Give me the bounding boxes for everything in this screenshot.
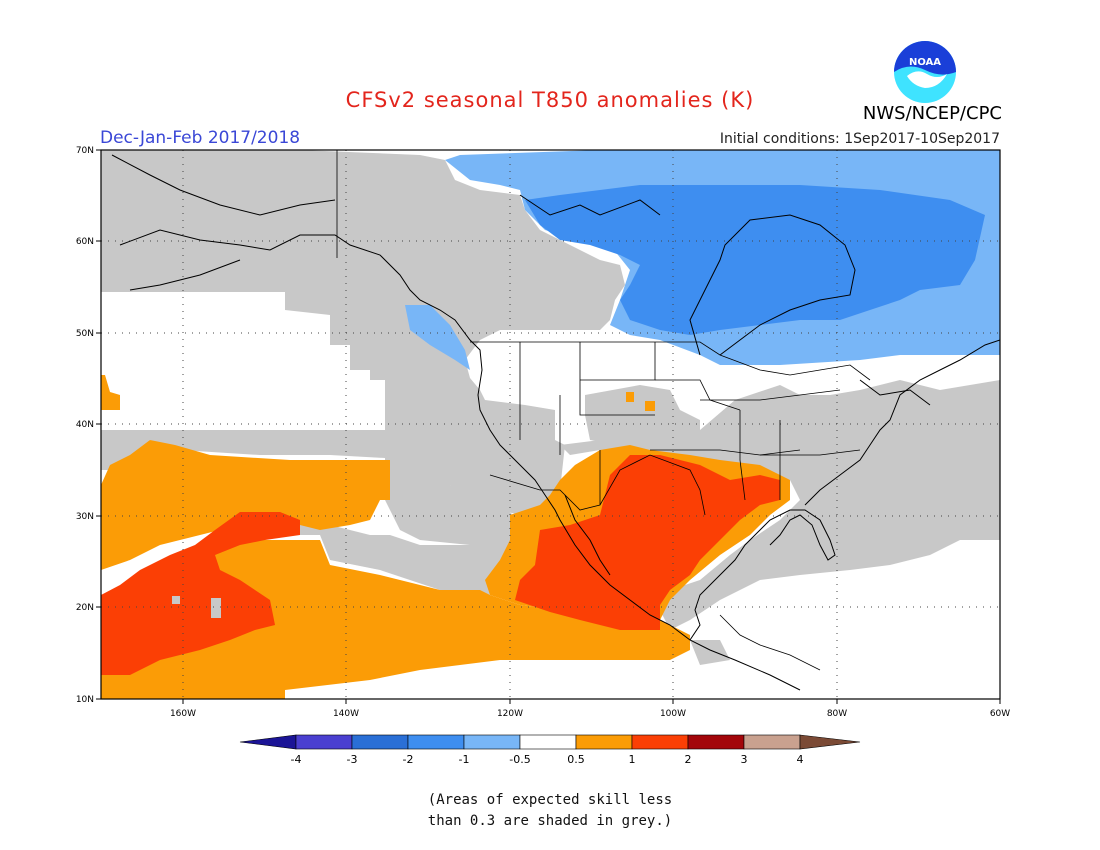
lat-label: 10N [76, 695, 94, 705]
lat-label: 60N [76, 237, 94, 247]
colorbar-label: -4 [291, 753, 302, 766]
colorbar-p3-4 [743, 734, 801, 750]
colorbar-label: 2 [685, 753, 692, 766]
colorbar-gt4 [799, 734, 861, 750]
season-label: Dec-Jan-Feb 2017/2018 [100, 128, 301, 148]
colorbar [239, 734, 861, 750]
colorbar-label: 0.5 [567, 753, 585, 766]
initial-conditions-label: Initial conditions: 1Sep2017-10Sep2017 [719, 131, 1000, 147]
colorbar-neg2-neg1 [407, 734, 465, 750]
political-borders [336, 150, 871, 671]
lon-label: 120W [497, 709, 523, 719]
lon-label: 140W [333, 709, 359, 719]
colorbar-p2-3 [687, 734, 745, 750]
colorbar-neg1-neg05 [463, 734, 521, 750]
noaa-logo-icon: NOAA [894, 41, 956, 103]
shading-neg2-neg1 [525, 185, 985, 335]
lon-label: 60W [990, 709, 1010, 719]
colorbar-label: 1 [629, 753, 636, 766]
colorbar-label: -0.5 [509, 753, 530, 766]
colorbar-label: -2 [403, 753, 414, 766]
lon-label: 100W [660, 709, 686, 719]
agency-label: NWS/NCEP/CPC [862, 103, 1002, 124]
lat-label: 70N [76, 146, 94, 156]
hawaii-grey [172, 596, 221, 618]
frame-ticks [96, 149, 1001, 704]
colorbar-lt-neg4 [239, 734, 297, 750]
colorbar-label: -3 [347, 753, 358, 766]
shading-p1-2 [101, 455, 780, 675]
logo-text: NOAA [909, 57, 941, 68]
grey-low-skill-shading [101, 150, 1000, 665]
lat-label: 50N [76, 329, 94, 339]
colorbar-neg3-neg2 [351, 734, 409, 750]
colorbar-label: -1 [459, 753, 470, 766]
colorbar-label: 4 [797, 753, 804, 766]
grid-lines [101, 150, 1000, 699]
skill-note-line: (Areas of expected skill less [427, 792, 673, 808]
lon-label: 160W [170, 709, 196, 719]
chart-title: CFSv2 seasonal T850 anomalies (K) [345, 88, 755, 112]
skill-note-line: than 0.3 are shaded in grey.) [427, 813, 673, 829]
skill-note: (Areas of expected skill less than 0.3 a… [0, 790, 1100, 832]
colorbar-p05-1 [575, 734, 633, 750]
lat-label: 40N [76, 420, 94, 430]
colorbar-neg4-neg3 [295, 734, 353, 750]
lat-label: 30N [76, 512, 94, 522]
lon-label: 80W [827, 709, 847, 719]
coastlines [111, 154, 1000, 691]
colorbar-p1-2 [631, 734, 689, 750]
lat-label: 20N [76, 603, 94, 613]
colorbar-label: 3 [741, 753, 748, 766]
colorbar-neg05-05 [519, 734, 577, 750]
